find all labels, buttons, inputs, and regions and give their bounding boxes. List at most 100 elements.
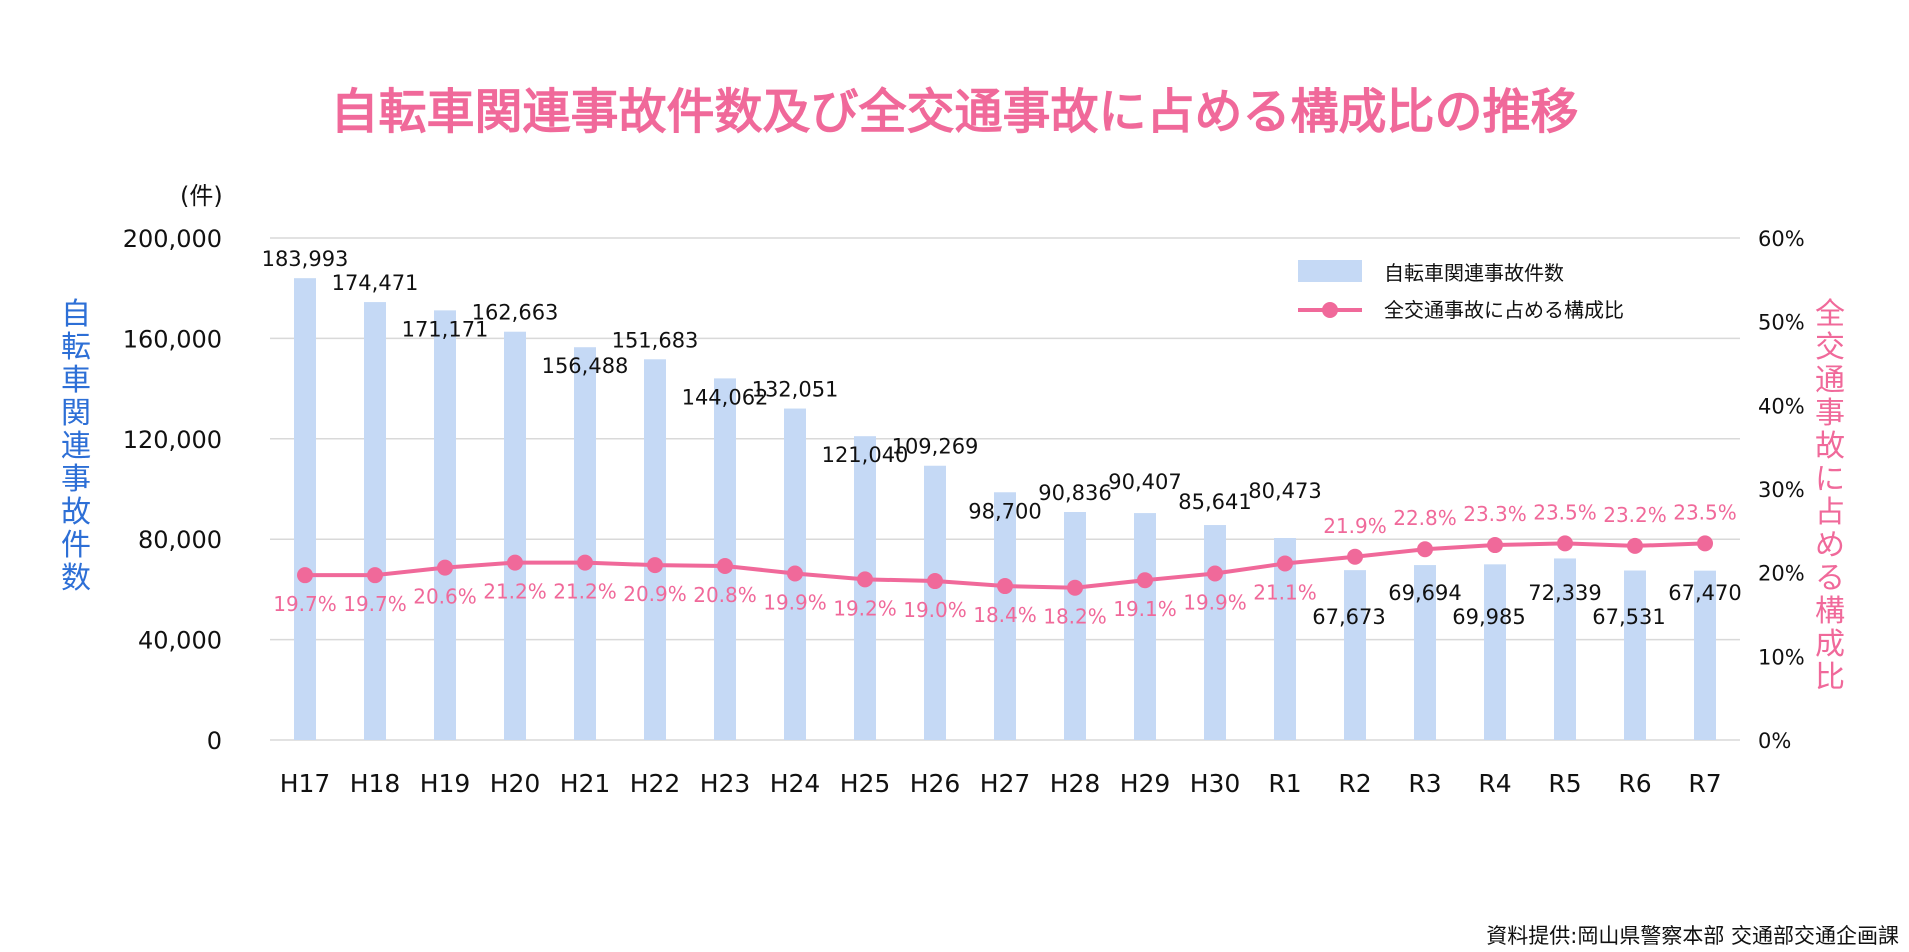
x-tick-label: R4 [1478,769,1511,798]
ratio-value-label: 22.8% [1393,506,1457,530]
x-tick-label: H20 [490,769,541,798]
right-tick-label: 0% [1758,729,1791,753]
line-point-R4 [1487,537,1503,554]
x-tick-label: H24 [770,769,821,798]
bar-R4 [1484,564,1506,740]
ratio-value-label: 21.1% [1253,580,1317,604]
bar-value-label: 171,171 [402,317,489,341]
left-axis-label: 自転車関連事故件数 [61,297,91,596]
bar-value-label: 67,673 [1312,605,1385,629]
x-tick-label: H22 [630,769,681,798]
bar-value-label: 151,683 [612,328,699,352]
x-tick-label: H21 [560,769,611,798]
x-tick-label: H17 [280,769,331,798]
line-point-H17 [297,567,313,584]
legend-line-label: 全交通事故に占める構成比 [1384,298,1624,322]
line-point-H30 [1207,565,1223,582]
line-point-H18 [367,567,383,584]
line-point-H21 [577,554,593,571]
x-tick-label: H30 [1190,769,1241,798]
ratio-value-label: 19.0% [903,598,967,622]
bar-H25 [854,436,876,740]
right-tick-label: 30% [1758,478,1805,502]
bar-value-label: 85,641 [1178,490,1251,514]
ratio-value-label: 19.1% [1113,597,1177,621]
bar-value-label: 69,694 [1388,581,1461,605]
line-point-H20 [507,554,523,571]
source-note: 資料提供:岡山県警察本部 交通部交通企画課 [1486,924,1899,948]
bar-R5 [1554,558,1576,740]
left-tick-label: 80,000 [138,526,222,554]
bar-H19 [434,310,456,740]
x-tick-label: H29 [1120,769,1171,798]
ratio-value-label: 20.6% [413,585,477,609]
ratio-value-label: 19.7% [273,592,337,616]
bar-R6 [1624,570,1646,740]
line-point-H19 [437,559,453,576]
bar-value-label: 90,836 [1038,481,1111,505]
bar-value-label: 183,993 [262,247,349,271]
ratio-value-label: 21.2% [553,580,617,604]
chart-title: 自転車関連事故件数及び全交通事故に占める構成比の推移 [330,84,1579,140]
bar-value-label: 69,985 [1452,605,1525,629]
right-tick-label: 40% [1758,394,1805,418]
left-tick-label: 160,000 [123,325,222,353]
bar-R3 [1414,565,1436,740]
bar-value-label: 80,473 [1248,479,1321,503]
ratio-value-label: 19.9% [1183,591,1247,615]
bar-H21 [574,347,596,740]
bar-value-label: 67,531 [1592,605,1665,629]
x-tick-label: R5 [1548,769,1581,798]
x-tick-label: R2 [1338,769,1371,798]
line-point-R3 [1417,541,1433,558]
bar-H29 [1134,513,1156,740]
x-tick-label: H18 [350,769,401,798]
bar-H26 [924,465,946,740]
bar-value-label: 109,269 [892,435,979,459]
bar-H17 [294,278,316,740]
bar-H22 [644,359,666,740]
bar-R1 [1274,538,1296,740]
line-point-H28 [1067,579,1083,596]
bar-value-label: 144,062 [682,385,769,409]
line-point-H24 [787,565,803,582]
bar-value-label: 156,488 [542,354,629,378]
line-point-R7 [1697,535,1713,552]
x-tick-label: R7 [1688,769,1721,798]
ratio-value-label: 18.2% [1043,605,1107,629]
x-tick-label: H28 [1050,769,1101,798]
left-tick-label: 0 [207,727,222,755]
ratio-value-label: 20.9% [623,582,687,606]
ratio-value-label: 23.3% [1463,502,1527,526]
right-tick-label: 50% [1758,311,1805,335]
x-tick-label: H25 [840,769,891,798]
bar-R2 [1344,570,1366,740]
bar-value-label: 72,339 [1528,581,1601,605]
x-tick-label: H26 [910,769,961,798]
bar-H28 [1064,512,1086,740]
ratio-value-label: 23.5% [1533,500,1597,524]
line-point-H22 [647,557,663,574]
bar-H20 [504,331,526,740]
axis-ticks: 0 40,000 80,000 120,000 160,000 200,000 0% 10% 2… [123,225,1805,798]
x-tick-label: R1 [1268,769,1301,798]
right-tick-label: 10% [1758,645,1805,669]
ratio-value-label: 19.9% [763,591,827,615]
left-tick-label: 40,000 [138,627,222,655]
line-point-H25 [857,571,873,588]
line-point-R6 [1627,537,1643,554]
line-point-H29 [1137,572,1153,589]
legend-bar-swatch [1298,260,1362,282]
bar-value-label: 162,663 [472,301,559,325]
ratio-value-label: 18.4% [973,603,1037,627]
bar-value-label: 98,700 [968,499,1041,523]
ratio-value-label: 21.9% [1323,514,1387,538]
right-tick-label: 60% [1758,227,1805,251]
bar-H30 [1204,525,1226,740]
bar-value-label: 121,040 [822,443,909,467]
legend-bar-label: 自転車関連事故件数 [1384,261,1564,285]
x-tick-label: R6 [1618,769,1651,798]
bar-value-label: 67,470 [1668,581,1741,605]
line-point-H26 [927,573,943,590]
